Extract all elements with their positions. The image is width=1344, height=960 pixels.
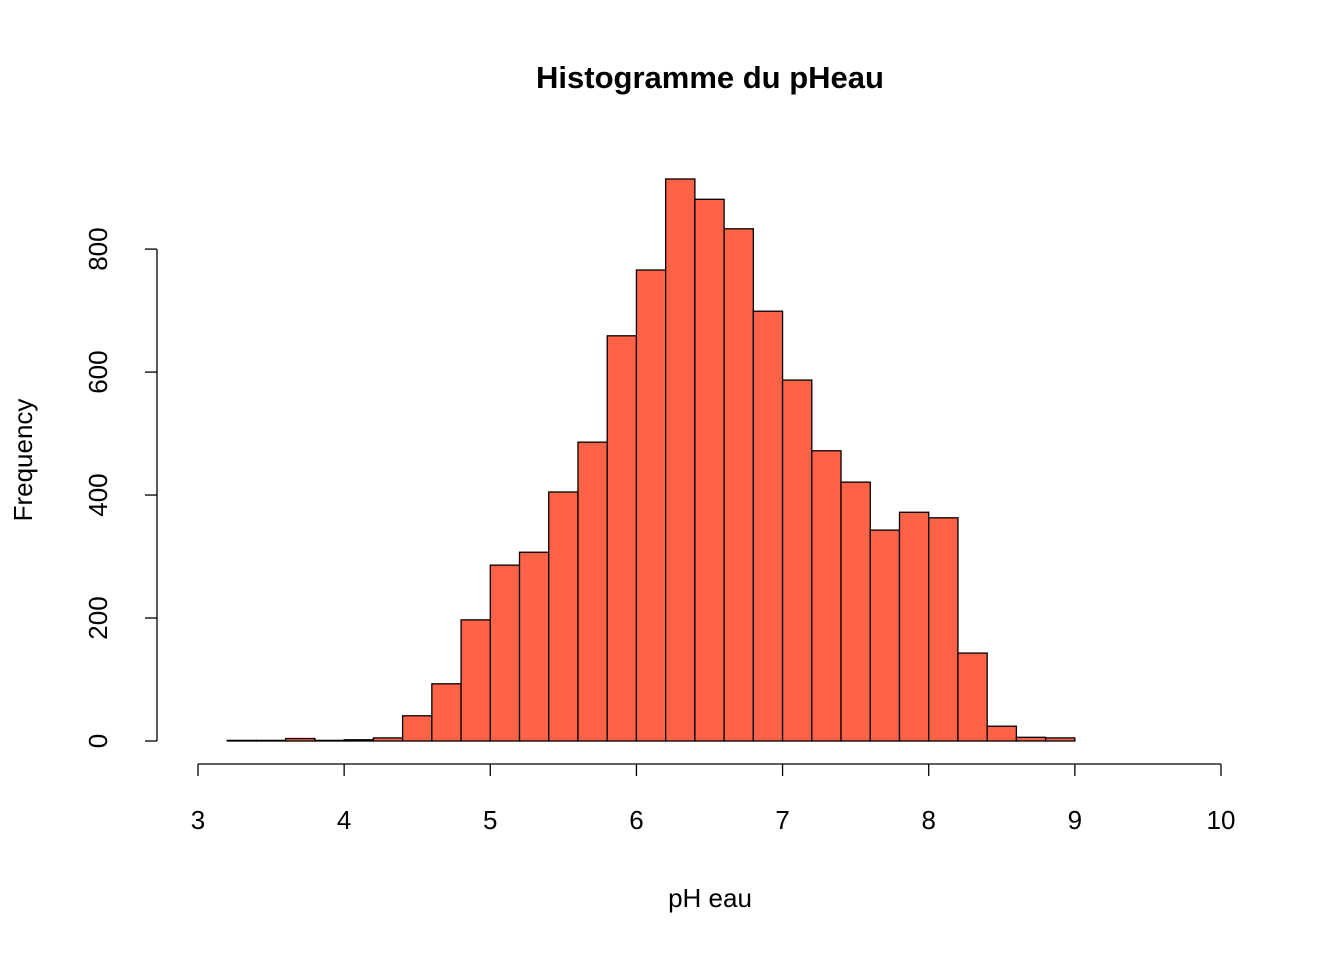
x-tick-label: 9 <box>1068 805 1082 835</box>
y-tick-label: 0 <box>83 734 113 748</box>
bar <box>957 652 988 742</box>
bar <box>869 529 901 742</box>
bar <box>928 517 959 742</box>
bar <box>1015 736 1047 742</box>
bar <box>986 725 1018 742</box>
bar <box>518 551 550 742</box>
bar <box>548 491 579 742</box>
bar <box>752 310 784 742</box>
bar <box>898 511 930 742</box>
bar <box>694 198 725 742</box>
bar <box>840 481 871 742</box>
bar <box>314 739 345 742</box>
y-axis-label: Frequency <box>8 399 38 522</box>
bar <box>226 739 258 742</box>
y-tick-label: 200 <box>83 596 113 639</box>
bar <box>431 683 462 742</box>
x-tick-label: 4 <box>337 805 351 835</box>
bar <box>723 228 754 742</box>
bar <box>577 441 608 742</box>
y-tick-label: 400 <box>83 473 113 516</box>
bar <box>635 269 667 742</box>
x-tick-label: 10 <box>1207 805 1236 835</box>
bar <box>665 178 696 742</box>
bar <box>401 715 433 742</box>
y-tick-label: 800 <box>83 227 113 270</box>
x-tick-label: 3 <box>191 805 205 835</box>
x-tick-label: 7 <box>775 805 789 835</box>
x-tick-label: 6 <box>629 805 643 835</box>
bar <box>781 379 813 742</box>
x-axis-label: pH eau <box>668 883 752 913</box>
y-tick-label: 600 <box>83 350 113 393</box>
bar <box>489 564 521 742</box>
bar <box>811 450 842 742</box>
bar <box>343 739 375 742</box>
bar <box>606 335 638 742</box>
chart-title: Histogramme du pHeau <box>536 60 884 95</box>
x-tick-label: 8 <box>921 805 935 835</box>
bar <box>1044 737 1076 742</box>
bar <box>255 739 287 742</box>
bar <box>285 737 316 742</box>
bar <box>372 737 404 742</box>
bar <box>460 619 491 742</box>
x-tick-label: 5 <box>483 805 497 835</box>
